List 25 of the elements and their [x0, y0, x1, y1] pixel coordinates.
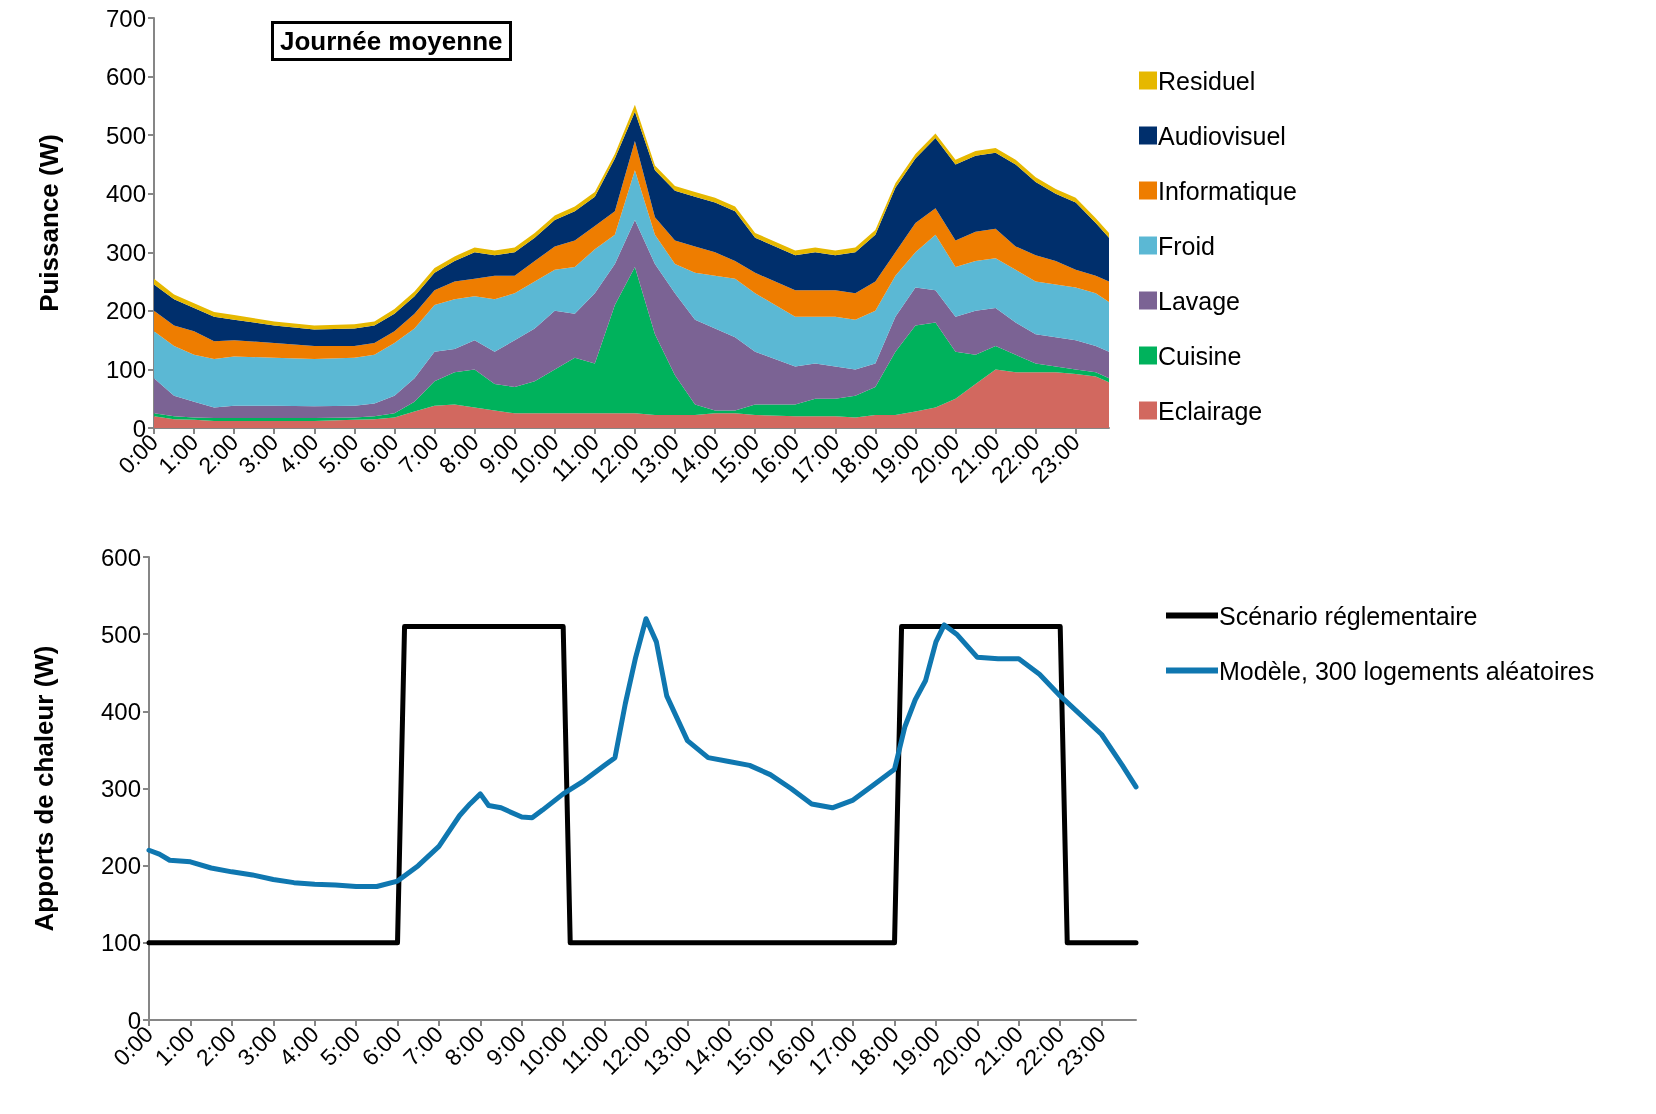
legend-label: Eclairage: [1158, 396, 1263, 425]
legend-label: Scénario réglementaire: [1219, 601, 1478, 630]
y-tick-label: 600: [105, 63, 146, 91]
y-tick-label: 700: [105, 4, 146, 32]
y-tick-label: 200: [105, 297, 146, 325]
y-tick-label: 500: [100, 620, 141, 648]
legend-label: Cuisine: [1158, 341, 1242, 370]
y-tick-label: 100: [105, 355, 146, 383]
y-tick-label: 200: [100, 852, 141, 880]
y-tick-label: 300: [100, 775, 141, 802]
y-tick-label: 100: [100, 929, 141, 957]
y-tick-label: 600: [100, 543, 141, 571]
legend-label: Audiovisuel: [1158, 121, 1286, 150]
legend-label: Froid: [1158, 231, 1215, 260]
y-tick-label: 400: [100, 697, 141, 725]
y-tick-label: 300: [105, 238, 146, 266]
chart-title: Journée moyenne: [280, 26, 503, 56]
legend-label: Modèle, 300 logements aléatoires: [1219, 656, 1595, 685]
y-axis-title: Apports de chaleur (W): [29, 645, 59, 932]
legend-label: Residuel: [1158, 66, 1256, 95]
y-tick-label: 400: [105, 180, 146, 208]
y-axis-title: Puissance (W): [34, 134, 64, 312]
legend-label: Lavage: [1158, 286, 1241, 315]
y-tick-label: 500: [105, 121, 146, 149]
legend-label: Informatique: [1158, 176, 1297, 205]
